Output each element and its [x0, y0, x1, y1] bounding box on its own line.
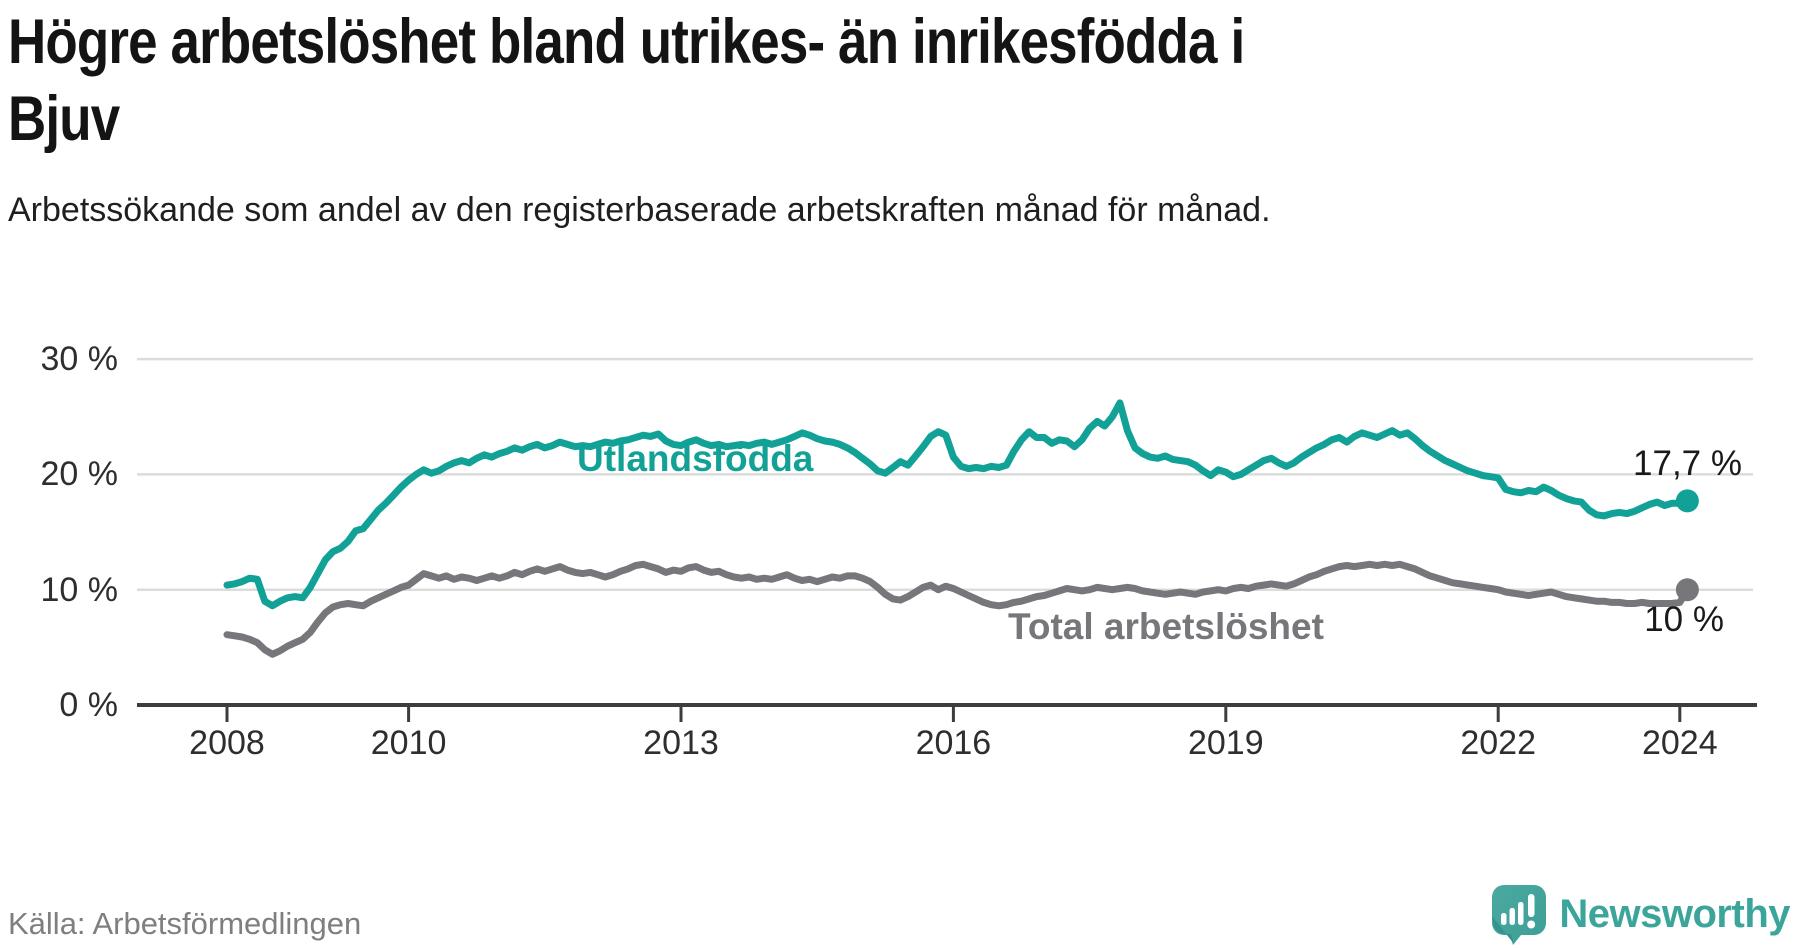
series-label-utlandsfodda: Utlandsfödda [577, 438, 814, 479]
x-axis-label: 2010 [370, 724, 447, 762]
page-title: Högre arbetslöshet bland utrikes- än inr… [8, 4, 1245, 158]
newsworthy-speech-bubble-chart-icon [1492, 885, 1547, 945]
title-line-2: Bjuv [8, 84, 120, 154]
series-end-dot-utlandsfodda [1675, 489, 1699, 513]
series-line-utlandsfodda [223, 399, 1691, 610]
newsworthy-wordmark: Newsworthy [1559, 892, 1790, 936]
y-axis-label: 10 % [40, 570, 119, 609]
newsworthy-logo: Newsworthy [1489, 882, 1790, 946]
y-axis-label: 30 % [40, 340, 119, 379]
x-axis-label: 2019 [1187, 724, 1264, 762]
end-value-label-total: 10 % [1644, 600, 1724, 639]
y-axis-label: 20 % [40, 455, 119, 494]
end-value-label-utlandsfodda: 17,7 % [1633, 444, 1742, 483]
x-axis-label: 2013 [643, 724, 719, 762]
y-axis-label: 0 % [59, 686, 118, 724]
chart-subtitle: Arbetssökande som andel av den registerb… [8, 191, 1271, 229]
series-label-total-arbetsloshet: Total arbetslöshet [1008, 606, 1324, 647]
title-line-1: Högre arbetslöshet bland utrikes- än inr… [8, 7, 1245, 77]
x-axis-label: 2016 [915, 724, 992, 762]
x-axis-label: 2024 [1641, 724, 1718, 762]
series-end-dot-total [1675, 578, 1699, 602]
series-line-total [223, 560, 1691, 658]
source-attribution: Källa: Arbetsförmedlingen [8, 906, 362, 941]
x-axis-label: 2008 [189, 724, 265, 762]
x-axis-label: 2022 [1460, 724, 1536, 762]
